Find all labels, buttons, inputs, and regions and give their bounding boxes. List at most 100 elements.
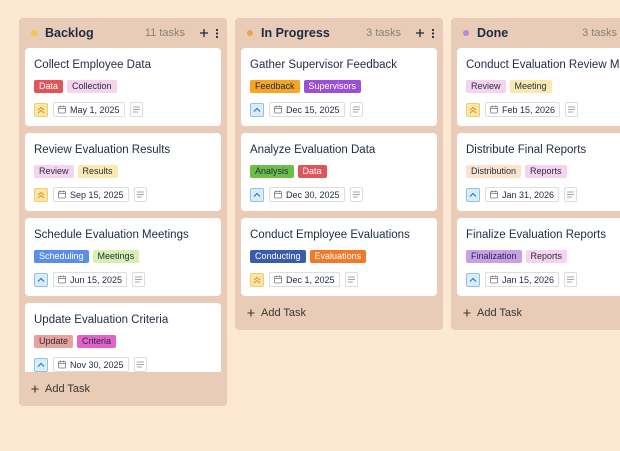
calendar-icon bbox=[274, 275, 282, 284]
task-card[interactable]: Gather Supervisor Feedback Feedback Superv… bbox=[241, 48, 437, 126]
plus-icon-svg bbox=[247, 309, 255, 317]
priority-icon[interactable] bbox=[34, 187, 48, 202]
more-button[interactable] bbox=[215, 28, 219, 39]
priority-icon[interactable] bbox=[34, 272, 48, 287]
priority-icon[interactable] bbox=[34, 357, 48, 372]
tag-list: Scheduling Meetings bbox=[34, 250, 212, 263]
column: Backlog 11 tasks Collect Employee Data Data… bbox=[19, 18, 227, 406]
description-icon-svg bbox=[347, 276, 355, 283]
more-button[interactable] bbox=[431, 28, 435, 39]
column-title: Backlog bbox=[45, 26, 94, 40]
due-date[interactable]: May 1, 2025 bbox=[53, 102, 125, 117]
due-date[interactable]: Jan 15, 2026 bbox=[485, 272, 560, 287]
task-card[interactable]: Finalize Evaluation Reports Finalization R… bbox=[457, 218, 620, 296]
tag-list: Update Criteria bbox=[34, 335, 212, 348]
task-card[interactable]: Schedule Evaluation Meetings Scheduling Me… bbox=[25, 218, 221, 296]
priority-icon-svg bbox=[469, 277, 477, 282]
card-title: Collect Employee Data bbox=[34, 59, 151, 71]
date-text: Jun 15, 2025 bbox=[70, 274, 123, 285]
tag: Finalization bbox=[466, 250, 522, 263]
priority-icon[interactable] bbox=[34, 102, 48, 117]
priority-icon-svg bbox=[37, 106, 45, 113]
priority-icon[interactable] bbox=[250, 272, 264, 287]
calendar-icon-svg bbox=[274, 105, 282, 114]
task-card[interactable]: Review Evaluation Results Review Results Se… bbox=[25, 133, 221, 211]
column-header: Backlog 11 tasks bbox=[19, 18, 227, 48]
task-card[interactable]: Collect Employee Data Data Collection May 1… bbox=[25, 48, 221, 126]
add-task-button[interactable]: Add Task bbox=[235, 296, 443, 330]
task-card[interactable]: Conduct Evaluation Review Meeting ReviewM… bbox=[457, 48, 620, 126]
priority-icon[interactable] bbox=[250, 102, 264, 117]
calendar-icon-svg bbox=[274, 275, 282, 284]
card-title: Update Evaluation Criteria bbox=[34, 314, 169, 326]
priority-icon-svg bbox=[253, 276, 261, 283]
calendar-icon-svg bbox=[490, 275, 498, 284]
calendar-icon bbox=[58, 360, 66, 369]
tag: Data bbox=[297, 165, 327, 178]
description-icon[interactable] bbox=[132, 272, 146, 287]
due-date[interactable]: Dec 15, 2025 bbox=[269, 102, 345, 117]
due-date[interactable]: Nov 30, 2025 bbox=[53, 357, 129, 372]
description-icon[interactable] bbox=[565, 102, 579, 117]
due-date[interactable]: Sep 15, 2025 bbox=[53, 187, 129, 202]
tag-list: Review Results bbox=[34, 165, 212, 178]
card-title: Conduct Employee Evaluations bbox=[250, 229, 410, 241]
plus-icon bbox=[30, 384, 40, 394]
plus-icon-svg bbox=[31, 385, 39, 393]
card-list: Conduct Evaluation Review Meeting ReviewM… bbox=[451, 48, 620, 296]
description-icon[interactable] bbox=[133, 357, 147, 372]
card-title: Conduct Evaluation Review Meeting bbox=[466, 59, 620, 71]
due-date[interactable]: Jan 31, 2026 bbox=[485, 187, 560, 202]
status-dot bbox=[247, 30, 253, 36]
plus-icon-svg bbox=[463, 309, 471, 317]
tag-list: Data Collection bbox=[34, 80, 212, 93]
priority-icon[interactable] bbox=[250, 187, 264, 202]
card-meta: Dec 15, 2025 bbox=[250, 102, 428, 117]
calendar-icon bbox=[58, 190, 66, 199]
date-text: Dec 15, 2025 bbox=[286, 104, 340, 115]
description-icon[interactable] bbox=[349, 102, 363, 117]
card-meta: Nov 30, 2025 bbox=[34, 357, 212, 372]
description-icon[interactable] bbox=[564, 272, 578, 287]
card-list: Gather Supervisor Feedback Feedback Superv… bbox=[235, 48, 443, 296]
calendar-icon-svg bbox=[490, 190, 498, 199]
priority-icon[interactable] bbox=[466, 272, 480, 287]
description-icon-svg bbox=[136, 191, 144, 198]
card-title: Finalize Evaluation Reports bbox=[466, 229, 606, 241]
priority-icon-svg bbox=[37, 191, 45, 198]
description-icon[interactable] bbox=[133, 187, 147, 202]
add-button[interactable] bbox=[199, 28, 209, 38]
calendar-icon bbox=[58, 275, 66, 284]
tag-list: Distribution Reports bbox=[466, 165, 620, 178]
task-card[interactable]: Distribute Final Reports Distribution Repo… bbox=[457, 133, 620, 211]
description-icon[interactable] bbox=[344, 272, 358, 287]
tag-list: Feedback Supervisors bbox=[250, 80, 428, 93]
description-icon[interactable] bbox=[564, 187, 578, 202]
priority-icon[interactable] bbox=[466, 102, 480, 117]
calendar-icon-svg bbox=[58, 275, 66, 284]
date-text: Dec 30, 2025 bbox=[286, 189, 340, 200]
column: In Progress 3 tasks Gather Supervisor Feed… bbox=[235, 18, 443, 330]
add-task-button[interactable]: Add Task bbox=[19, 372, 227, 406]
priority-icon-svg bbox=[253, 107, 261, 112]
tag: Meetings bbox=[92, 250, 140, 263]
add-task-button[interactable]: Add Task bbox=[451, 296, 620, 330]
tag: Analysis bbox=[250, 165, 294, 178]
task-card[interactable]: Analyze Evaluation Data Analysis Data Dec 3… bbox=[241, 133, 437, 211]
add-task-label: Add Task bbox=[261, 307, 307, 319]
tag: Review bbox=[34, 165, 74, 178]
date-text: May 1, 2025 bbox=[70, 104, 120, 115]
status-dot bbox=[31, 30, 37, 36]
description-icon[interactable] bbox=[349, 187, 363, 202]
task-card[interactable]: Update Evaluation Criteria Update Criteria… bbox=[25, 303, 221, 372]
tag: Distribution bbox=[466, 165, 522, 178]
description-icon[interactable] bbox=[129, 102, 143, 117]
due-date[interactable]: Dec 30, 2025 bbox=[269, 187, 345, 202]
task-card[interactable]: Conduct Employee Evaluations Conducting Ev… bbox=[241, 218, 437, 296]
priority-icon[interactable] bbox=[466, 187, 480, 202]
description-icon-svg bbox=[567, 191, 575, 198]
add-button[interactable] bbox=[415, 28, 425, 38]
due-date[interactable]: Jun 15, 2025 bbox=[53, 272, 128, 287]
due-date[interactable]: Feb 15, 2026 bbox=[485, 102, 561, 117]
due-date[interactable]: Dec 1, 2025 bbox=[269, 272, 340, 287]
